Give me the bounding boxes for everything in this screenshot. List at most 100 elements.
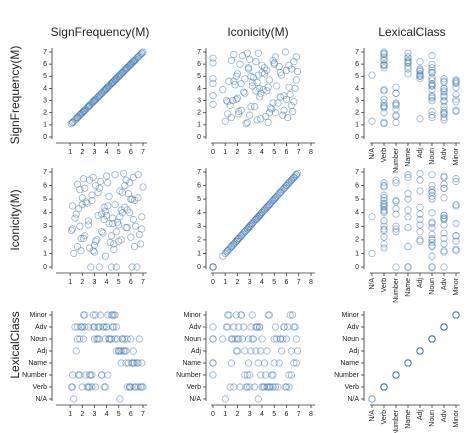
point [380,109,388,117]
point [78,109,86,117]
point [244,65,253,73]
point [76,371,84,379]
point [380,64,388,72]
point [222,96,231,105]
point [428,64,436,72]
y-tick-label: 5 [43,73,47,80]
point [247,103,255,111]
point [116,71,124,79]
point [282,383,291,391]
y-tick-label: 5 [355,196,359,203]
point [247,323,255,331]
point [79,175,88,183]
point [291,323,299,331]
point [452,83,460,91]
point [380,383,388,391]
point [428,69,436,77]
x-tick-label: 2 [236,411,240,418]
x-tick-label: 0 [211,279,215,286]
point [76,186,84,194]
point [254,395,262,403]
point [83,104,91,112]
point [368,395,376,403]
x-tick-label: 5 [272,149,276,156]
point [292,76,300,84]
y-tick-label: 5 [355,73,359,80]
point [73,113,82,122]
y-tick-label: Minor [341,312,359,319]
point [238,230,246,239]
x-tick-label: 1 [68,279,72,286]
point [440,211,448,220]
point [127,335,135,343]
y-tick-label: 7 [43,49,47,56]
point [235,234,243,243]
point [112,263,120,271]
point [274,383,282,391]
point [265,76,273,84]
point [280,106,288,114]
point [380,200,388,209]
point [265,109,273,117]
point [404,195,412,203]
x-tick-label: 6 [129,149,133,156]
point [262,371,270,379]
point [209,100,217,108]
point [84,323,92,331]
point [440,113,448,122]
y-tick-label: 6 [355,182,359,189]
point [102,211,111,220]
y-tick-label: Adj [349,348,360,355]
point [82,198,90,206]
point [232,237,240,245]
point [104,179,112,187]
point [285,179,293,187]
row-label: SignFrequency(M) [8,46,22,145]
point [122,224,130,232]
point [136,240,145,248]
point [111,171,119,179]
y-tick-label: 0 [43,264,47,271]
point [291,84,299,93]
point [282,95,291,103]
y-tick-label: Name [182,360,201,367]
point [292,359,300,367]
point [98,89,106,97]
point [209,59,217,67]
column-title: Iconicity(M) [227,25,288,39]
point [219,86,227,94]
point [289,311,297,319]
point [87,100,95,108]
x-tick-label: 8 [309,149,313,156]
point [428,243,436,251]
x-tick-label: 4 [260,279,264,286]
x-tick-label: Noun [429,410,436,427]
point [292,335,300,343]
point [279,186,287,194]
point [121,203,129,211]
point [224,110,232,118]
point [230,240,238,248]
point [247,221,255,229]
point [102,172,111,180]
point [119,169,128,177]
y-tick-label: 4 [43,85,47,92]
point [95,263,103,271]
x-tick-label: 3 [248,411,252,418]
x-tick-label: Verb [381,410,388,425]
y-tick-label: 2 [355,110,359,117]
point [75,205,83,213]
point [209,75,217,83]
point [251,217,259,225]
point [225,77,233,85]
x-tick-label: 0 [211,411,215,418]
point [380,99,388,107]
point [134,383,142,391]
row-label: LexicalClass [8,311,22,378]
point [253,116,261,124]
point [404,263,412,271]
x-tick-label: 4 [105,279,109,286]
point [428,186,436,194]
point [233,236,242,244]
y-tick-label: 1 [355,122,359,129]
